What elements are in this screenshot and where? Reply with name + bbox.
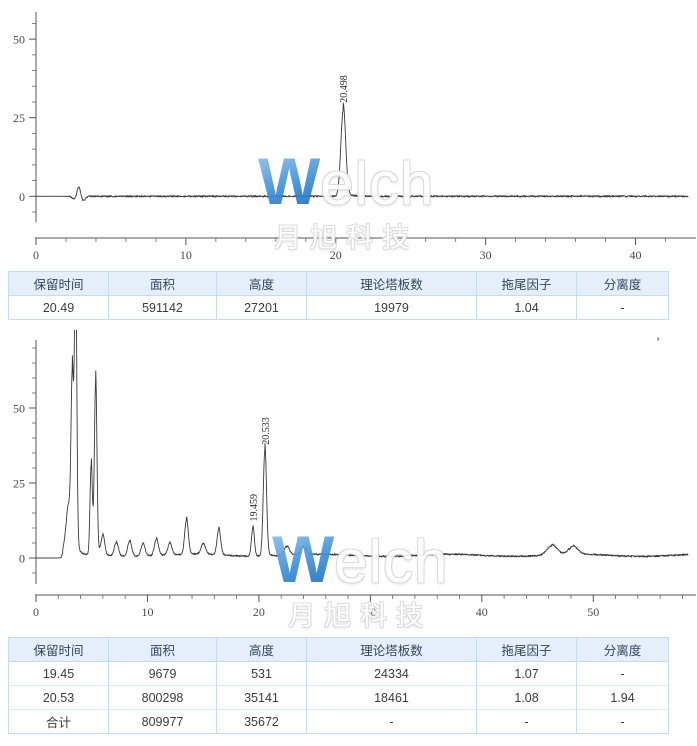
cell-area: 591142	[108, 295, 217, 320]
cell-height: 27201	[216, 295, 307, 320]
cell-retention-time: 20.53	[8, 685, 109, 710]
cell-theoretical-plates: -	[306, 709, 477, 734]
cell-total-height: 35672	[216, 709, 307, 734]
chromatogram-plot-2: 0 25 50 0 10 20 30 40 50 19.459 20.533 ▮	[13, 330, 696, 619]
cell-resolution: 1.94	[576, 685, 669, 710]
peak-retention-label: 20.533	[261, 417, 272, 445]
cell-retention-time: 20.49	[8, 295, 109, 320]
cell-area: 800298	[108, 685, 217, 710]
y-tick-label: 25	[13, 477, 25, 491]
cell-resolution: -	[576, 709, 669, 734]
x-tick-label: 50	[587, 605, 599, 619]
x-tick-label: 20	[330, 248, 342, 262]
cell-theoretical-plates: 18461	[306, 685, 477, 710]
x-tick-label: 10	[180, 248, 192, 262]
col-header-retention-time: 保留时间	[8, 271, 109, 296]
x-tick-label: 0	[33, 248, 39, 262]
y-tick-label: 50	[13, 33, 25, 47]
x-tick-label: 30	[364, 605, 376, 619]
col-header-retention-time: 保留时间	[8, 637, 109, 662]
cell-theoretical-plates: 19979	[306, 295, 477, 320]
col-header-resolution: 分离度	[576, 637, 669, 662]
col-header-height: 高度	[216, 271, 307, 296]
cell-resolution: -	[576, 661, 669, 686]
cell-total-label: 合计	[8, 709, 109, 734]
clipped-peak-marker: ▮	[657, 336, 659, 341]
table-row: 20.53 800298 35141 18461 1.08 1.94	[8, 685, 669, 710]
x-tick-label: 40	[630, 248, 642, 262]
x-tick-label: 0	[33, 605, 39, 619]
cell-theoretical-plates: 24334	[306, 661, 477, 686]
col-header-area: 面积	[108, 637, 217, 662]
y-tick-label: 50	[13, 402, 25, 416]
cell-height: 35141	[216, 685, 307, 710]
x-tick-label: 10	[141, 605, 153, 619]
cell-area: 9679	[108, 661, 217, 686]
peak-retention-label: 20.498	[339, 75, 350, 103]
x-tick-label: 20	[253, 605, 265, 619]
y-tick-label: 25	[13, 111, 25, 125]
chromatogram-plot-1: 0 25 50 0 10 20 30 40 20.498	[13, 12, 696, 262]
table-header-row: 保留时间 面积 高度 理论塔板数 拖尾因子 分离度	[8, 637, 669, 662]
table-row: 19.45 9679 531 24334 1.07 -	[8, 661, 669, 686]
col-header-tailing-factor: 拖尾因子	[476, 637, 577, 662]
col-header-height: 高度	[216, 637, 307, 662]
col-header-theoretical-plates: 理论塔板数	[306, 271, 477, 296]
col-header-theoretical-plates: 理论塔板数	[306, 637, 477, 662]
peak-retention-label: 19.459	[249, 494, 260, 522]
results-table-2: 保留时间 面积 高度 理论塔板数 拖尾因子 分离度 19.45 9679 531…	[8, 637, 669, 734]
cell-height: 531	[216, 661, 307, 686]
cell-tailing-factor: 1.08	[476, 685, 577, 710]
col-header-area: 面积	[108, 271, 217, 296]
y-tick-label: 0	[19, 190, 25, 204]
cell-resolution: -	[576, 295, 669, 320]
table-row: 20.49 591142 27201 19979 1.04 -	[8, 295, 669, 320]
chromatogram-panel-1: 0 25 50 0 10 20 30 40 20.498 W elch 月旭科技	[0, 0, 697, 268]
chromatogram-trace	[35, 102, 689, 201]
col-header-resolution: 分离度	[576, 271, 669, 296]
chromatogram-panel-2: 0 25 50 0 10 20 30 40 50 19.459 20.533 ▮ W elch 月旭科…	[0, 330, 697, 631]
chromatogram-trace	[35, 330, 689, 559]
table-header-row: 保留时间 面积 高度 理论塔板数 拖尾因子 分离度	[8, 271, 669, 296]
x-tick-label: 30	[480, 248, 492, 262]
cell-tailing-factor: -	[476, 709, 577, 734]
y-tick-label: 0	[19, 552, 25, 566]
col-header-tailing-factor: 拖尾因子	[476, 271, 577, 296]
x-tick-label: 40	[476, 605, 488, 619]
cell-total-area: 809977	[108, 709, 217, 734]
cell-tailing-factor: 1.04	[476, 295, 577, 320]
cell-tailing-factor: 1.07	[476, 661, 577, 686]
results-table-1: 保留时间 面积 高度 理论塔板数 拖尾因子 分离度 20.49 591142 2…	[8, 271, 669, 320]
table-row-total: 合计 809977 35672 - - -	[8, 709, 669, 734]
cell-retention-time: 19.45	[8, 661, 109, 686]
